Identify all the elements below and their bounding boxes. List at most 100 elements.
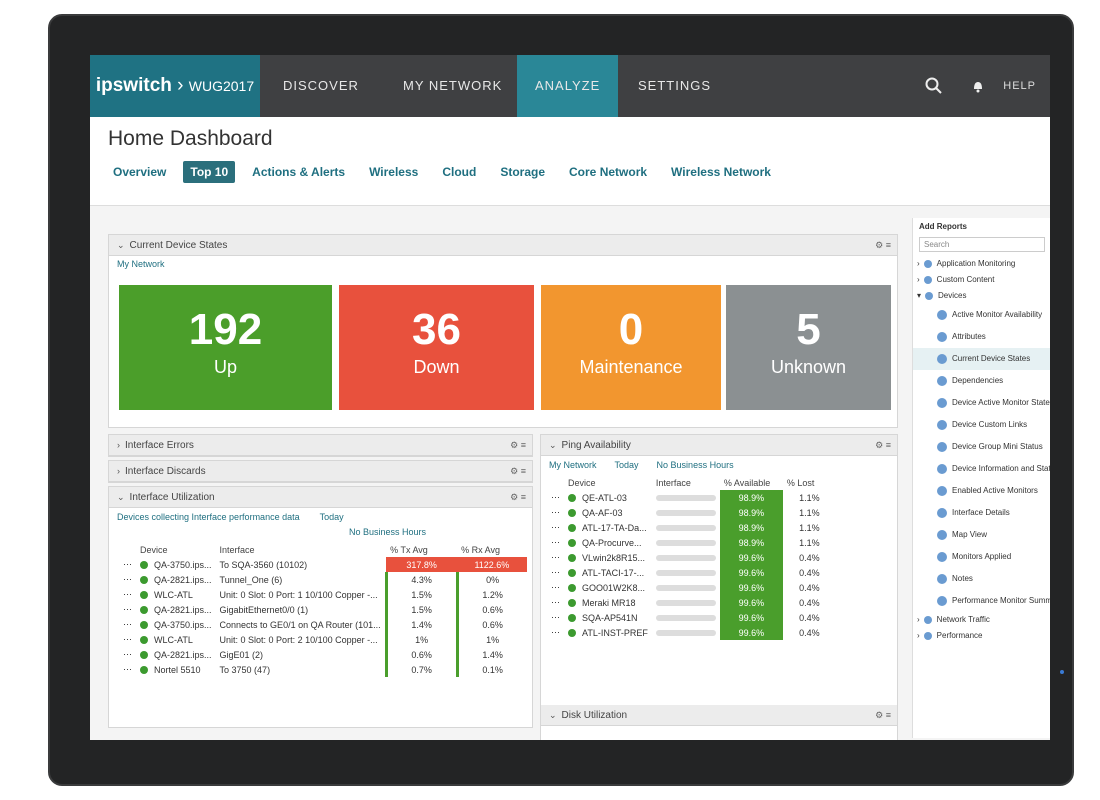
tab[interactable]: Top 10 bbox=[183, 161, 236, 183]
table-row[interactable]: ⋯ QA-AF-03 98.9% 1.1% bbox=[547, 505, 836, 520]
group-label: Performance bbox=[936, 631, 983, 640]
table-row[interactable]: ⋯ Meraki MR18 99.6% 0.4% bbox=[547, 595, 836, 610]
collapsed-panel: › Interface Errors ⚙ ≡ bbox=[108, 434, 533, 457]
table-row[interactable]: ⋯ ATL-17-TA-Da... 98.9% 1.1% bbox=[547, 520, 836, 535]
panel-tools[interactable]: ⚙ ≡ bbox=[875, 710, 891, 720]
report-item[interactable]: Current Device States bbox=[913, 348, 1050, 370]
report-group[interactable]: › Network Traffic bbox=[913, 612, 1050, 628]
nav-item[interactable]: SETTINGS bbox=[638, 78, 712, 93]
group-link[interactable]: My Network bbox=[549, 460, 597, 470]
table-row[interactable]: ⋯ QA-2821.ips... GigE01 (2) 0.6% 1.4% bbox=[119, 647, 527, 662]
nav-item[interactable]: MY NETWORK bbox=[403, 78, 503, 93]
range[interactable]: Today bbox=[319, 512, 344, 522]
status-dot bbox=[140, 591, 148, 600]
group-link[interactable]: My Network bbox=[117, 259, 165, 269]
panel-tools[interactable]: ⚙ ≡ bbox=[875, 240, 891, 250]
search-icon[interactable] bbox=[925, 77, 943, 95]
bell-icon[interactable] bbox=[972, 79, 984, 93]
cell-text: WLC-ATL bbox=[154, 634, 193, 645]
table-row[interactable]: ⋯ WLC-ATL Unit: 0 Slot: 0 Port: 1 10/100 C… bbox=[119, 587, 527, 602]
table-row[interactable]: ⋯ QA-2821.ips... GigabitEthernet0/0 (1) 1.5… bbox=[119, 602, 527, 617]
table-row[interactable]: ⋯ GOO01W2K8... 99.6% 0.4% bbox=[547, 580, 836, 595]
hours-link[interactable]: No Business Hours bbox=[656, 460, 734, 470]
logo[interactable]: ipswitch › WUG2017 bbox=[90, 55, 260, 117]
cell-text: 4.3% bbox=[411, 574, 432, 585]
report-item[interactable]: Attributes bbox=[913, 326, 1050, 348]
report-label: Map View bbox=[952, 530, 987, 539]
report-icon bbox=[937, 595, 947, 606]
report-item[interactable]: Interface Details bbox=[913, 502, 1050, 524]
cell bbox=[652, 535, 720, 550]
report-label: Active Monitor Availability bbox=[952, 310, 1043, 319]
report-label: Current Device States bbox=[952, 354, 1031, 363]
report-item[interactable]: Monitors Applied bbox=[913, 546, 1050, 568]
report-item[interactable]: Dependencies bbox=[913, 370, 1050, 392]
filter-row: No Business Hours bbox=[109, 527, 532, 542]
status-dot bbox=[568, 599, 576, 608]
cell: QE-ATL-03 bbox=[564, 490, 652, 505]
tree-toggle: › bbox=[917, 275, 920, 284]
panel-tools[interactable]: ⚙ ≡ bbox=[875, 440, 891, 450]
panel-tools[interactable]: ⚙ ≡ bbox=[510, 440, 526, 450]
table-row[interactable]: ⋯ SQA-AP541N 99.6% 0.4% bbox=[547, 610, 836, 625]
report-icon bbox=[937, 309, 947, 320]
state-tile[interactable]: 0 Maintenance bbox=[541, 285, 721, 410]
tile-count: 0 bbox=[618, 305, 644, 354]
report-group[interactable]: ▾ Devices bbox=[913, 288, 1050, 304]
state-tile[interactable]: 192 Up bbox=[119, 285, 332, 410]
report-item[interactable]: Notes bbox=[913, 568, 1050, 590]
report-item[interactable]: Active Monitor Availability bbox=[913, 304, 1050, 326]
table-row[interactable]: ⋯ VLwin2k8R15... 99.6% 0.4% bbox=[547, 550, 836, 565]
cell-text: GOO01W2K8... bbox=[582, 582, 646, 593]
hours[interactable]: No Business Hours bbox=[349, 527, 427, 537]
device-filter[interactable]: Devices collecting Interface performance… bbox=[117, 512, 300, 522]
tab[interactable]: Actions & Alerts bbox=[252, 165, 346, 179]
table-row[interactable]: ⋯ QA-Procurve... 98.9% 1.1% bbox=[547, 535, 836, 550]
table-row[interactable]: ⋯ QE-ATL-03 98.9% 1.1% bbox=[547, 490, 836, 505]
tab[interactable]: Wireless bbox=[369, 165, 419, 179]
nav-item[interactable]: ANALYZE bbox=[517, 55, 619, 117]
cell: Meraki MR18 bbox=[564, 595, 652, 610]
tab[interactable]: Cloud bbox=[442, 165, 477, 179]
report-item[interactable]: Device Custom Links bbox=[913, 414, 1050, 436]
nav-item[interactable]: DISCOVER bbox=[283, 78, 359, 93]
state-tile[interactable]: 5 Unknown bbox=[726, 285, 891, 410]
table-row[interactable]: ⋯ ATL-INST-PREF 99.6% 0.4% bbox=[547, 625, 836, 640]
chevron: ⌄ bbox=[549, 710, 557, 720]
cell: ATL-TACI-17-... bbox=[564, 565, 652, 580]
table-row[interactable]: ⋯ QA-2821.ips... Tunnel_One (6) 4.3% 0% bbox=[119, 572, 527, 587]
report-item[interactable]: Map View bbox=[913, 524, 1050, 546]
ping-table: Device Interface % Available % Lost ⋯ QE-ATL-… bbox=[547, 475, 836, 640]
report-item[interactable]: Device Group Mini Status bbox=[913, 436, 1050, 458]
report-item[interactable]: Enabled Active Monitors bbox=[913, 480, 1050, 502]
cell bbox=[652, 505, 720, 520]
help-link[interactable]: HELP bbox=[1003, 80, 1036, 92]
panel-tools[interactable]: ⚙ ≡ bbox=[510, 492, 526, 502]
panel-tools[interactable]: ⚙ ≡ bbox=[510, 466, 526, 476]
state-tile[interactable]: 36 Down bbox=[339, 285, 534, 410]
cell bbox=[652, 550, 720, 565]
report-item[interactable]: Performance Monitor Summary bbox=[913, 590, 1050, 612]
blurred-text bbox=[655, 614, 716, 621]
ping-panel: ⌄ Ping Availability ⚙ ≡ My Network Today No B… bbox=[540, 434, 898, 740]
tab[interactable]: Storage bbox=[500, 165, 546, 179]
report-item[interactable]: Device Active Monitor States bbox=[913, 392, 1050, 414]
tab[interactable]: Wireless Network bbox=[671, 165, 771, 179]
report-group[interactable]: › Application Monitoring bbox=[913, 256, 1050, 272]
table-row[interactable]: ⋯ Nortel 5510 To 3750 (47) 0.7% 0.1% bbox=[119, 662, 527, 677]
table-row[interactable]: ⋯ WLC-ATL Unit: 0 Slot: 0 Port: 2 10/100 C… bbox=[119, 632, 527, 647]
report-group[interactable]: › Custom Content bbox=[913, 272, 1050, 288]
table-row[interactable]: ⋯ QA-3750.ips... Connects to GE0/1 on QA R… bbox=[119, 617, 527, 632]
status-dot bbox=[140, 636, 148, 645]
cell-text: 0% bbox=[486, 574, 500, 585]
table-row[interactable]: ⋯ QA-3750.ips... To SQA-3560 (10102) 317.8%… bbox=[119, 557, 527, 572]
cell bbox=[652, 520, 720, 535]
report-group[interactable]: › Performance bbox=[913, 628, 1050, 644]
tab[interactable]: Overview bbox=[113, 165, 167, 179]
table-row[interactable]: ⋯ ATL-TACI-17-... 99.6% 0.4% bbox=[547, 565, 836, 580]
column-header: Interface bbox=[655, 477, 691, 488]
search-box[interactable]: Search bbox=[919, 237, 1045, 252]
tab[interactable]: Core Network bbox=[569, 165, 648, 179]
range-link[interactable]: Today bbox=[614, 460, 639, 470]
report-item[interactable]: Device Information and Status bbox=[913, 458, 1050, 480]
